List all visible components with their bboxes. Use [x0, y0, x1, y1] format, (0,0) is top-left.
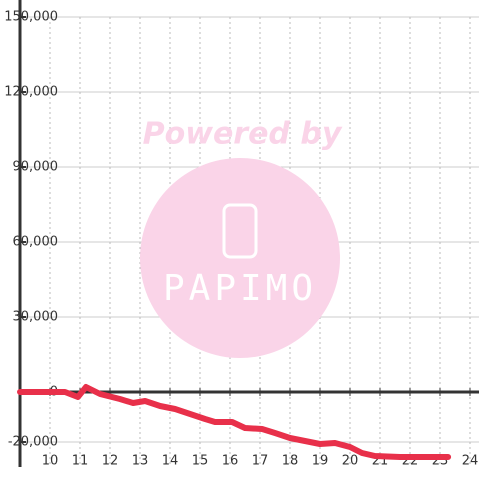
- x-tick-label: 13: [132, 454, 149, 469]
- x-tick-label: 10: [42, 454, 59, 469]
- data-line: [17, 384, 452, 460]
- x-tick-label: 11: [72, 454, 89, 469]
- x-tick-label: 15: [192, 454, 209, 469]
- x-tick-label: 24: [462, 454, 479, 469]
- y-tick-label: 30,000: [13, 310, 59, 325]
- x-tick-label: 16: [222, 454, 239, 469]
- plot: 150,000120,00090,00060,00030,0000-20,000…: [4, 0, 479, 469]
- watermark-bottom: PAPIMO: [163, 268, 317, 309]
- x-tick-label: 14: [162, 454, 179, 469]
- y-tick-label: -20,000: [8, 435, 58, 450]
- x-tick-label: 19: [312, 454, 329, 469]
- x-tick-label: 12: [102, 454, 119, 469]
- watermark-top: Powered by: [143, 117, 343, 152]
- y-tick-label: 120,000: [4, 85, 58, 100]
- y-tick-label: 150,000: [4, 10, 58, 25]
- y-tick-label: 90,000: [13, 160, 59, 175]
- x-tick-label: 20: [342, 454, 359, 469]
- x-tick-label: 18: [282, 454, 299, 469]
- x-tick-label: 17: [252, 454, 269, 469]
- watermark-phone: [222, 203, 258, 259]
- y-tick-label: 60,000: [13, 235, 59, 250]
